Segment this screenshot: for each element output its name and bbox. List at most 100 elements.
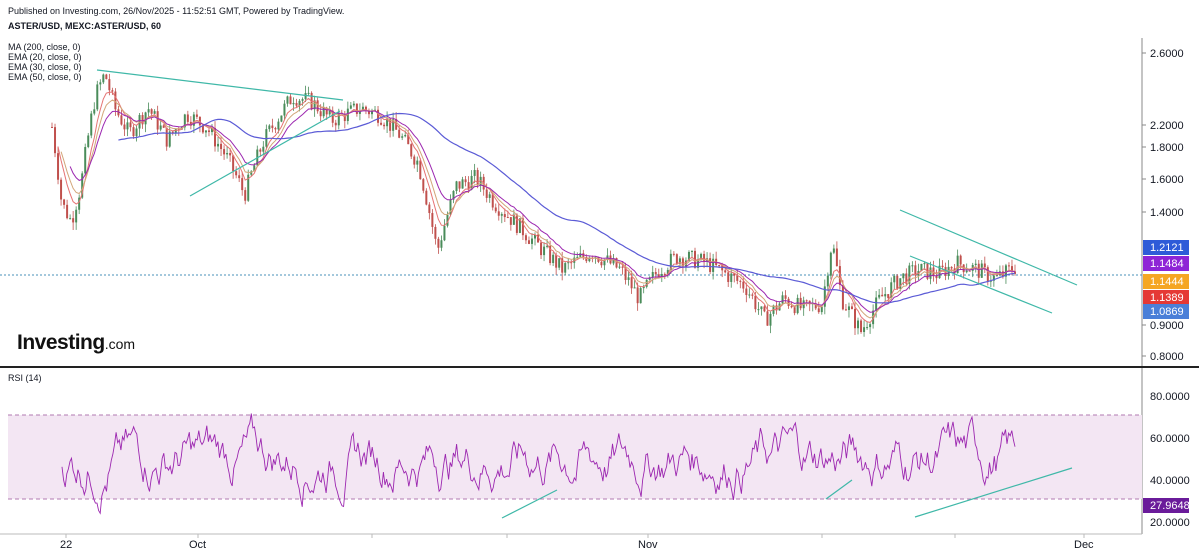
ema50-line: [69, 107, 1016, 313]
candle-body: [389, 118, 392, 131]
candle-body: [425, 190, 428, 205]
candle-body: [500, 214, 503, 216]
candle-body: [546, 245, 549, 247]
candle-body: [186, 114, 189, 122]
candle-body: [841, 284, 844, 310]
candle-body: [654, 272, 657, 275]
candle-body: [51, 126, 53, 128]
candle-body: [262, 146, 265, 152]
candle-body: [950, 266, 953, 269]
candle-body: [195, 114, 198, 117]
candle-body: [334, 122, 337, 126]
candle-body: [440, 240, 443, 248]
candle-body: [87, 135, 90, 148]
candle-body: [358, 110, 361, 114]
candle-body: [271, 125, 274, 129]
candle-body: [226, 153, 229, 155]
candle-body: [793, 307, 796, 314]
candle-body: [114, 91, 117, 110]
candle-body: [826, 275, 829, 287]
candle-body: [911, 265, 914, 267]
candle-body: [515, 214, 518, 233]
candle-body: [473, 170, 476, 176]
candle-body: [509, 217, 512, 225]
candle-body: [929, 267, 932, 279]
rsi-value-label: 27.9648: [1150, 500, 1190, 512]
candle-body: [352, 103, 355, 106]
candle-body: [210, 127, 213, 133]
candle-body: [220, 143, 223, 150]
candle-body: [585, 257, 588, 262]
candle-body: [660, 273, 663, 277]
logo-suffix: .com: [104, 336, 136, 352]
ma200-line: [118, 112, 1016, 304]
indicator-ema30: EMA (30, close, 0): [8, 62, 82, 72]
candle-body: [207, 130, 210, 133]
candle-body: [899, 278, 902, 289]
investing-logo: Investing.com: [17, 331, 135, 355]
candle-body: [235, 171, 238, 176]
candle-body: [561, 258, 564, 273]
candle-body: [790, 305, 793, 308]
candle-body: [81, 173, 84, 198]
candle-body: [392, 119, 395, 131]
candle-body: [253, 165, 256, 172]
candle-body: [941, 265, 944, 268]
candle-body: [268, 125, 271, 130]
candle-body: [989, 280, 992, 282]
candle-body: [470, 175, 473, 190]
candle-body: [615, 258, 618, 268]
candle-body: [383, 124, 386, 127]
candle-body: [902, 273, 905, 279]
candle-body: [624, 267, 627, 280]
candle-body: [757, 309, 760, 311]
candle-body: [129, 122, 132, 128]
candle-body: [540, 242, 543, 256]
candle-body: [733, 273, 736, 276]
candle-body: [467, 182, 470, 190]
rsi-tick-label: 60.0000: [1150, 433, 1190, 445]
candle-body: [887, 294, 890, 298]
candle-body: [322, 107, 325, 117]
candle-body: [905, 273, 908, 284]
price-value-labels: 1.2121 1.1484 1.1444 1.1389 1.0869: [1143, 240, 1189, 319]
candle-body: [760, 306, 763, 310]
candle-body: [162, 125, 165, 128]
candle-body: [337, 112, 340, 126]
candle-body: [521, 218, 524, 236]
candle-body: [349, 105, 352, 109]
ema20-value-box: [1143, 290, 1189, 305]
candle-body: [298, 100, 301, 106]
candle-body: [494, 207, 497, 212]
candle-body: [506, 217, 509, 219]
candle-body: [727, 272, 730, 282]
candle-body: [742, 281, 745, 289]
candle-body: [681, 258, 684, 267]
candle-body: [488, 194, 491, 198]
candle-body: [748, 294, 751, 296]
candle-body: [434, 226, 437, 239]
candle-body: [120, 115, 123, 125]
candle-body: [730, 273, 733, 282]
candle-body: [398, 129, 401, 138]
candle-body: [428, 204, 431, 214]
candle-body: [857, 320, 860, 329]
candle-body: [292, 102, 295, 105]
candle-body: [832, 248, 835, 253]
candle-body: [147, 109, 150, 113]
candle-body: [875, 297, 878, 311]
candle-body: [156, 111, 159, 130]
candle-body: [820, 306, 823, 313]
candle-body: [573, 257, 576, 263]
candle-body: [265, 129, 268, 147]
candle-body: [835, 248, 838, 267]
candle-body: [370, 110, 373, 115]
candle-body: [280, 115, 283, 122]
candle-body: [524, 235, 527, 241]
moving-average-series: [57, 91, 1016, 323]
candle-body: [718, 264, 721, 266]
candle-body: [893, 275, 896, 283]
candle-body: [564, 263, 567, 273]
indicator-ema50: EMA (50, close, 0): [8, 72, 82, 82]
candle-body: [295, 102, 298, 106]
